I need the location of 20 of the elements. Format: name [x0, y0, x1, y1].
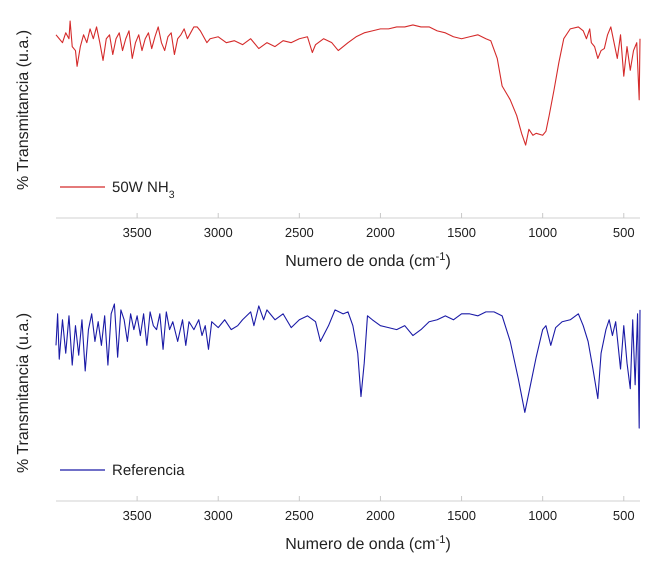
x-tick-label: 3500: [122, 508, 152, 523]
y-axis-title: % Transmitancia (u.a.): [15, 30, 32, 190]
x-tick-label: 3000: [204, 225, 233, 240]
x-tick-label: 2000: [366, 225, 395, 240]
x-tick-label: 2500: [284, 508, 314, 523]
x-tick-label: 3000: [204, 508, 233, 523]
legend-label: 50W NH$_{3}$: [112, 179, 175, 201]
x-tick-label: 2000: [366, 508, 395, 523]
legend-label: Referencia: [112, 462, 186, 479]
x-tick-label: 1500: [447, 508, 476, 523]
x-tick-label: 500: [612, 225, 635, 240]
x-tick-label: 1000: [528, 508, 558, 523]
y-axis-title: % Transmitancia (u.a.): [15, 312, 32, 474]
x-tick-label: 1000: [528, 225, 558, 240]
x-tick-label: 1500: [447, 225, 476, 240]
x-tick-label: 500: [612, 508, 635, 523]
x-tick-label: 2500: [284, 225, 314, 240]
x-axis-title: Numero de onda (cm$^{-1}$): [285, 534, 451, 553]
x-tick-label: 3500: [122, 225, 152, 240]
x-axis-title: Numero de onda (cm$^{-1}$): [285, 251, 451, 270]
